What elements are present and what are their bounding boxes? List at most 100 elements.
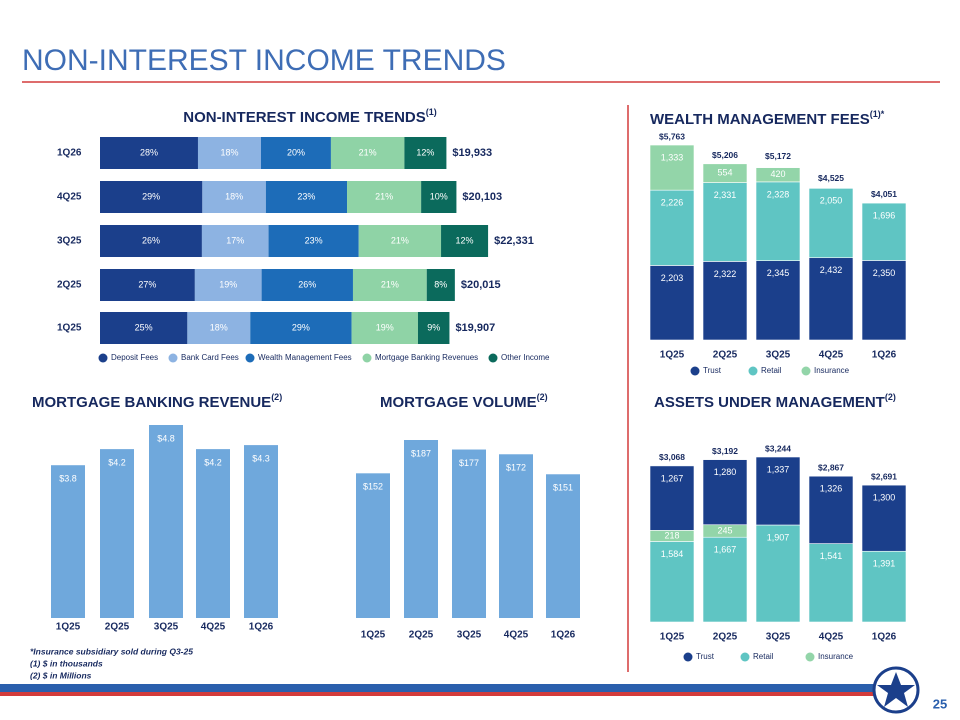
bar-segment bbox=[808, 188, 854, 259]
category-label: 2Q25 bbox=[713, 632, 738, 643]
data-label: 1,541 bbox=[820, 551, 843, 561]
bar bbox=[499, 454, 533, 618]
category-label: 3Q25 bbox=[457, 630, 482, 641]
category-label: 1Q25 bbox=[660, 632, 685, 643]
data-label: 21% bbox=[375, 191, 393, 201]
data-label: 21% bbox=[359, 147, 377, 157]
data-label: 29% bbox=[292, 322, 310, 332]
logo bbox=[872, 666, 920, 714]
chart-title-note: (2) bbox=[537, 392, 548, 402]
data-label: 9% bbox=[427, 322, 440, 332]
bar-segment bbox=[861, 202, 907, 261]
legend-label: Insurance bbox=[818, 652, 854, 661]
bar-segment bbox=[417, 312, 450, 344]
bar-segment bbox=[426, 269, 455, 301]
bar-segment bbox=[649, 465, 695, 531]
chart-title-text: WEALTH MANAGEMENT FEES bbox=[650, 111, 870, 128]
data-label: $187 bbox=[411, 448, 431, 458]
bar-segment bbox=[755, 181, 801, 261]
legend-label: Wealth Management Fees bbox=[258, 353, 352, 362]
category-label: 3Q25 bbox=[57, 236, 82, 247]
category-label: 1Q25 bbox=[57, 323, 82, 334]
bar-segment bbox=[755, 456, 801, 526]
legend-swatch bbox=[740, 652, 750, 662]
data-label: 28% bbox=[140, 147, 158, 157]
category-label: 2Q25 bbox=[713, 350, 738, 361]
bar-segment bbox=[351, 312, 418, 344]
data-label: 10% bbox=[430, 191, 448, 201]
data-label: $151 bbox=[553, 483, 573, 493]
data-label: 29% bbox=[142, 191, 160, 201]
data-label: 18% bbox=[210, 322, 228, 332]
data-label: 1,267 bbox=[661, 473, 684, 483]
data-label: 245 bbox=[717, 525, 732, 535]
data-label: $152 bbox=[363, 482, 383, 492]
legend-label: Retail bbox=[753, 652, 774, 661]
data-label: 21% bbox=[391, 235, 409, 245]
chart-title-note: (2) bbox=[885, 392, 896, 402]
chart-title: NON-INTEREST INCOME TRENDS(1) bbox=[183, 107, 437, 126]
chart-title-text: NON-INTEREST INCOME TRENDS bbox=[183, 109, 426, 126]
footnote: (1) $ in thousands bbox=[30, 658, 103, 668]
bar-segment bbox=[421, 181, 457, 213]
bar bbox=[100, 449, 134, 618]
bar-segment bbox=[702, 163, 748, 183]
legend-swatch bbox=[805, 652, 815, 662]
legend-swatch bbox=[362, 353, 372, 363]
legend-label: Bank Card Fees bbox=[181, 353, 239, 362]
chart-title-note: (1)* bbox=[870, 109, 885, 119]
bar bbox=[244, 445, 278, 618]
legend-label: Insurance bbox=[814, 366, 850, 375]
data-label: 20% bbox=[287, 147, 305, 157]
data-label: $3.8 bbox=[59, 474, 77, 484]
legend-label: Retail bbox=[761, 366, 782, 375]
data-label: 1,907 bbox=[767, 532, 790, 542]
data-label: 25% bbox=[135, 322, 153, 332]
bar-segment bbox=[702, 182, 748, 262]
total-label: $5,172 bbox=[765, 151, 791, 161]
data-label: 18% bbox=[220, 147, 238, 157]
category-label: 1Q26 bbox=[551, 630, 576, 641]
category-label: 2Q25 bbox=[57, 280, 82, 291]
bar bbox=[149, 425, 183, 618]
total-label: $22,331 bbox=[494, 235, 534, 247]
total-label: $3,192 bbox=[712, 446, 738, 456]
total-label: $4,051 bbox=[871, 189, 897, 199]
bar bbox=[196, 449, 230, 618]
data-label: 2,328 bbox=[767, 189, 790, 199]
bar-segment bbox=[260, 137, 331, 169]
data-label: 2,350 bbox=[873, 268, 896, 278]
category-label: 4Q25 bbox=[504, 630, 529, 641]
legend-swatch bbox=[683, 652, 693, 662]
category-label: 4Q25 bbox=[819, 632, 844, 643]
category-label: 1Q26 bbox=[57, 148, 82, 159]
data-label: 1,667 bbox=[714, 545, 737, 555]
bar-segment bbox=[861, 260, 907, 341]
legend-swatch bbox=[690, 366, 700, 376]
bar bbox=[452, 449, 486, 618]
data-label: $4.3 bbox=[252, 453, 270, 463]
bar-segment bbox=[100, 181, 203, 213]
bar-segment bbox=[702, 536, 748, 623]
data-label: 2,345 bbox=[767, 268, 790, 278]
bar-segment bbox=[100, 269, 195, 301]
bar-segment bbox=[197, 137, 261, 169]
bar-segment bbox=[352, 269, 427, 301]
data-label: $4.2 bbox=[108, 458, 126, 468]
legend-label: Mortgage Banking Revenues bbox=[375, 353, 478, 362]
data-label: 2,226 bbox=[661, 198, 684, 208]
data-label: 554 bbox=[717, 168, 732, 178]
chart-title: ASSETS UNDER MANAGEMENT(2) bbox=[654, 392, 896, 411]
total-label: $3,068 bbox=[659, 452, 685, 462]
legend-label: Other Income bbox=[501, 353, 550, 362]
category-label: 4Q25 bbox=[819, 350, 844, 361]
bar-segment bbox=[250, 312, 352, 344]
bar-segment bbox=[649, 189, 695, 266]
data-label: 19% bbox=[376, 322, 394, 332]
bar-segment bbox=[649, 265, 695, 341]
legend-swatch bbox=[98, 353, 108, 363]
legend-label: Trust bbox=[696, 652, 715, 661]
bar-segment bbox=[100, 312, 188, 344]
bar-segment bbox=[404, 137, 447, 169]
